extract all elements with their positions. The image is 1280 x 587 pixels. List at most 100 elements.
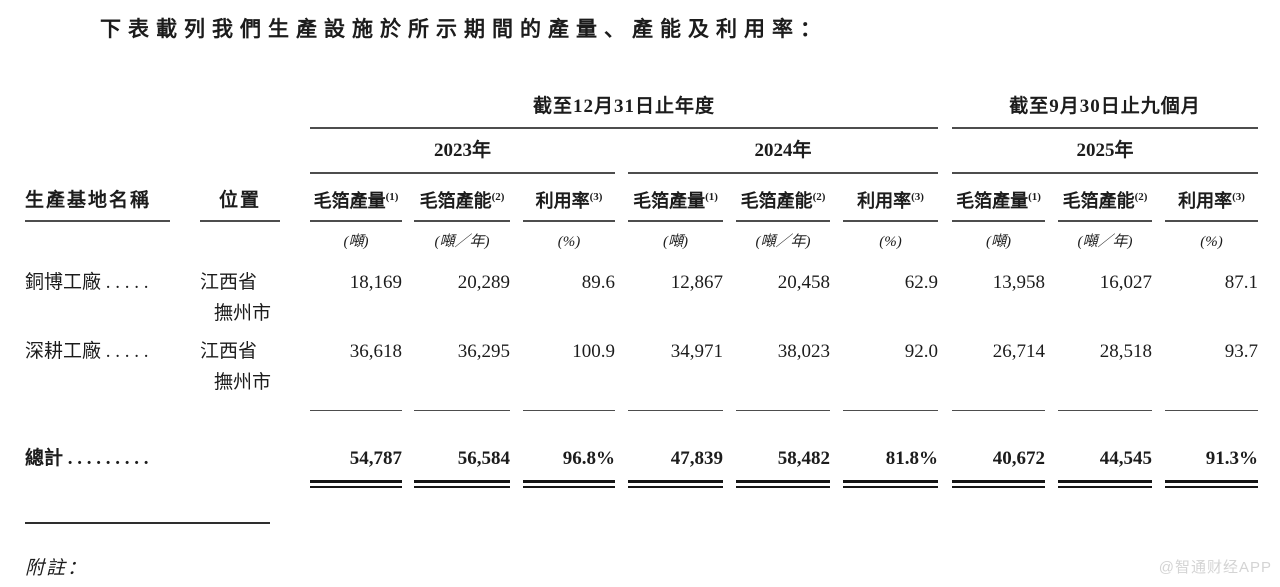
factory-location-line1: 江西省 (200, 272, 258, 293)
total-value: 91.3% (1205, 448, 1258, 469)
double-rule (1165, 480, 1258, 488)
double-rule (843, 480, 938, 488)
metric-label: 毛箔產能 (740, 191, 813, 211)
unit-capacity-2025: (噸／年) (1077, 234, 1133, 250)
col-header-capacity-2024: 毛箔產能(2) (736, 174, 830, 222)
year-2025-label: 2025年 (952, 129, 1258, 174)
cell-value: 100.9 (572, 341, 615, 362)
cell-value: 36,295 (457, 341, 510, 362)
subtotal-rule (628, 396, 723, 411)
subtotal-rule (843, 396, 938, 411)
factory-location-line2: 撫州市 (214, 372, 272, 393)
metric-label: 利用率 (1178, 191, 1233, 211)
unit-capacity-2024: (噸／年) (755, 234, 811, 250)
col-header-location: 位置 (200, 178, 280, 222)
cell-value: 12,867 (670, 272, 723, 293)
cell-value: 20,289 (457, 272, 510, 293)
cell-value: 62.9 (904, 272, 938, 293)
unit-volume-2023: (噸) (343, 234, 369, 250)
col-header-volume-2023: 毛箔產量(1) (310, 174, 402, 222)
cell-value: 89.6 (581, 272, 615, 293)
cell-value: 34,971 (670, 341, 723, 362)
total-value: 54,787 (349, 448, 402, 469)
col-header-capacity-2025: 毛箔產能(2) (1058, 174, 1152, 222)
col-header-volume-2025: 毛箔產量(1) (952, 174, 1045, 222)
subtotal-rule (1058, 396, 1152, 411)
footnote-sup: (2) (1134, 191, 1148, 203)
unit-capacity-2023: (噸／年) (434, 234, 490, 250)
footnote-separator (25, 522, 270, 524)
metric-label: 毛箔產量 (956, 191, 1029, 211)
table-row-continuation: 撫州市 (25, 365, 1258, 396)
subtotal-rule (1165, 396, 1258, 411)
subtotal-rule (414, 396, 510, 411)
total-label: 總計 . . . . . . . . . (25, 448, 149, 469)
cell-value: 26,714 (992, 341, 1045, 362)
unit-utilization-2024: (%) (879, 234, 902, 250)
footnote-sup: (1) (1028, 191, 1041, 203)
metric-label: 毛箔產能 (1062, 191, 1135, 211)
factory-location-line2: 撫州市 (214, 303, 272, 324)
table-row: 深耕工廠 . . . . . 江西省 36,618 36,295 100.9 3… (25, 327, 1258, 365)
footnote-sup: (3) (1232, 191, 1245, 203)
year-2024-label: 2024年 (628, 129, 938, 174)
subtotal-rule (736, 396, 830, 411)
double-rule (952, 480, 1045, 488)
factory-name: 銅博工廠 . . . . . (25, 272, 149, 293)
cell-value: 93.7 (1224, 341, 1258, 362)
cell-value: 36,618 (349, 341, 402, 362)
total-value: 81.8% (885, 448, 938, 469)
metric-label: 毛箔產能 (419, 191, 492, 211)
period-group-9m-label: 截至9月30日止九個月 (952, 94, 1258, 129)
total-row: 總計 . . . . . . . . . 54,787 56,584 96.8%… (25, 411, 1258, 473)
unit-volume-2025: (噸) (986, 234, 1011, 250)
double-rule (1058, 480, 1152, 488)
period-group-fy-label: 截至12月31日止年度 (310, 94, 938, 129)
col-header-name: 生產基地名稱 (25, 178, 170, 222)
double-rule (736, 480, 830, 488)
metric-label: 毛箔產量 (313, 191, 386, 211)
table-row-continuation: 撫州市 (25, 296, 1258, 327)
metric-label: 毛箔產量 (633, 191, 706, 211)
cell-value: 20,458 (777, 272, 830, 293)
footnote-sup: (2) (812, 191, 826, 203)
col-header-utilization-2024: 利用率(3) (843, 174, 938, 222)
notes-label: 附註： (25, 558, 89, 579)
subtotal-rule (952, 396, 1045, 411)
period-group-row: 截至12月31日止年度 截至9月30日止九個月 (25, 94, 1258, 129)
unit-utilization-2025: (%) (1200, 234, 1223, 250)
col-header-utilization-2023: 利用率(3) (523, 174, 615, 222)
unit-utilization-2023: (%) (557, 234, 581, 250)
cell-value: 28,518 (1099, 341, 1152, 362)
cell-value: 18,169 (349, 272, 402, 293)
footnote-sup: (2) (491, 191, 505, 203)
unit-volume-2024: (噸) (663, 234, 688, 250)
factory-name: 深耕工廠 . . . . . (25, 341, 149, 362)
total-value: 56,584 (457, 448, 510, 469)
cell-value: 13,958 (992, 272, 1045, 293)
total-value: 44,545 (1099, 448, 1152, 469)
subtotal-rule-row (25, 396, 1258, 411)
production-table: 截至12月31日止年度 截至9月30日止九個月 2023年 2024年 2025… (25, 94, 1258, 488)
cell-value: 92.0 (904, 341, 938, 362)
metric-label: 利用率 (857, 191, 912, 211)
factory-location-line1: 江西省 (200, 341, 258, 362)
subtotal-rule (310, 396, 402, 411)
footnote-sup: (1) (705, 191, 718, 203)
double-rule (523, 480, 615, 488)
col-header-volume-2024: 毛箔產量(1) (628, 174, 723, 222)
footnote-sup: (3) (589, 191, 603, 203)
cell-value: 16,027 (1099, 272, 1152, 293)
double-rule (414, 480, 510, 488)
total-double-rule-row (25, 480, 1258, 488)
subtotal-rule (523, 396, 615, 411)
units-row: (噸) (噸／年) (%) (噸) (噸／年) (%) (噸) (噸／年) (%… (25, 222, 1258, 262)
col-header-capacity-2023: 毛箔產能(2) (414, 174, 510, 222)
footnote-sup: (3) (911, 191, 924, 203)
total-value: 96.8% (562, 448, 615, 469)
col-header-utilization-2025: 利用率(3) (1165, 174, 1258, 222)
year-row: 2023年 2024年 2025年 (25, 129, 1258, 174)
watermark: @智通财经APP (1158, 559, 1272, 576)
column-header-row: 生產基地名稱 位置 毛箔產量(1) 毛箔產能(2) 利用率(3) 毛箔產量(1)… (25, 174, 1258, 222)
